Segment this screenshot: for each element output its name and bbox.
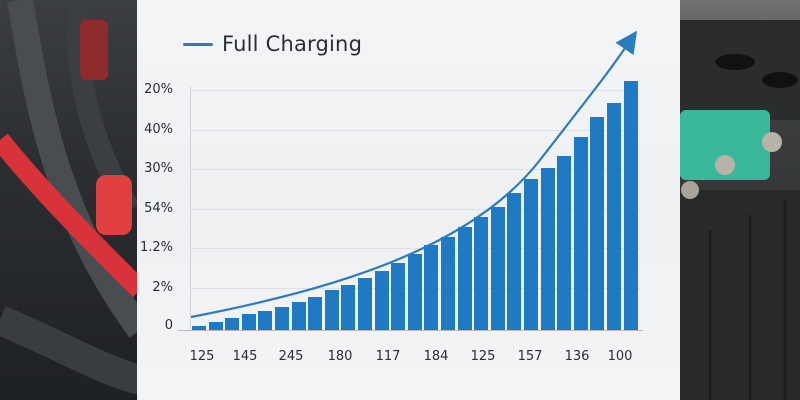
chart-bar [540, 168, 555, 330]
gridline [191, 209, 641, 210]
y-tick-label: 20% [144, 82, 173, 97]
chart-bar [590, 117, 605, 330]
gridline [191, 90, 641, 91]
x-tick-label: 100 [607, 349, 633, 364]
x-tick-label: 117 [375, 349, 401, 364]
battery-photo [680, 0, 800, 400]
x-tick-label: 184 [423, 349, 449, 364]
chart-bar [358, 278, 372, 330]
chart-bar [208, 322, 223, 330]
x-tick-label: 180 [327, 349, 353, 364]
chart-bar [441, 237, 455, 330]
chart-bar [391, 263, 406, 330]
y-tick-label: 0 [164, 318, 173, 333]
chart-bar [225, 318, 240, 330]
chart-bar [291, 302, 306, 330]
chart-bar [258, 311, 273, 330]
y-tick-label: 54% [144, 201, 173, 216]
chart-bar [623, 81, 638, 330]
x-tick-label: 245 [278, 349, 304, 364]
y-tick-label: 1.2% [139, 240, 173, 255]
y-tick-label: 2% [152, 280, 173, 295]
chart-legend: Full Charging [183, 32, 362, 56]
x-tick-label: 125 [189, 349, 215, 364]
y-tick-label: 30% [144, 161, 173, 176]
chart-bar [507, 193, 522, 330]
chart-bar [490, 207, 505, 330]
chart-bar [324, 290, 339, 330]
chart-bar [607, 103, 621, 330]
chart-bar [275, 307, 289, 330]
chart-panel [137, 0, 680, 400]
chart-bar [457, 227, 472, 330]
chart-bar [374, 271, 389, 330]
engine-cables-photo [0, 0, 140, 400]
trend-arrow-icon [190, 30, 637, 319]
chart-bar [573, 137, 588, 330]
chart-bar [192, 326, 206, 330]
x-tick-label: 136 [564, 349, 590, 364]
chart-bar [241, 314, 256, 330]
chart-bar [524, 179, 538, 330]
gridline [191, 248, 641, 249]
chart-bar [424, 245, 439, 330]
chart-bar [407, 254, 422, 330]
chart-bar [474, 217, 489, 330]
legend-label: Full Charging [222, 32, 363, 56]
gridline [191, 169, 641, 170]
y-tick-label: 40% [144, 122, 173, 137]
x-tick-label: 157 [517, 349, 543, 364]
gridline [191, 130, 641, 131]
legend-line-icon [183, 42, 213, 46]
y-axis-line [190, 86, 191, 331]
chart-bar [341, 285, 356, 330]
x-tick-label: 125 [470, 349, 496, 364]
x-axis-line [178, 330, 643, 331]
chart-bar [308, 297, 323, 330]
chart-bar [557, 156, 572, 330]
x-tick-label: 145 [232, 349, 258, 364]
